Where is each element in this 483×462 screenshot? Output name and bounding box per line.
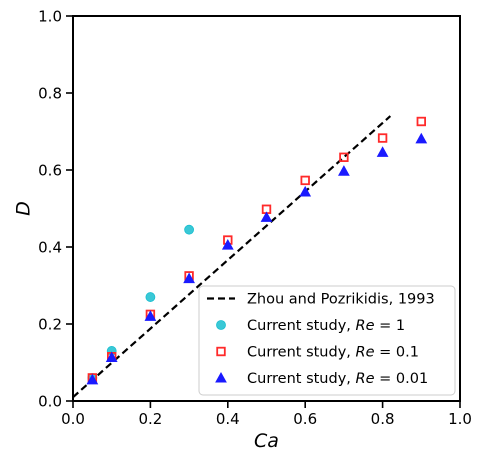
- x-axis-label: Ca: [254, 430, 279, 452]
- y-tick-label: 1.0: [38, 8, 62, 26]
- data-point: [299, 185, 312, 197]
- series-1: [87, 224, 195, 383]
- legend-label-prefix: Current study,: [247, 371, 356, 387]
- data-point: [144, 310, 157, 321]
- legend-label: Current study, Re = 0.1: [247, 345, 419, 361]
- series-3: [86, 132, 428, 385]
- legend-entry: Current study, Re = 0.1: [216, 345, 419, 361]
- x-tick-label: 1.0: [448, 410, 472, 428]
- x-tick-label: 0.6: [293, 410, 317, 428]
- data-point: [183, 272, 195, 284]
- y-tick-label: 0.6: [38, 162, 62, 180]
- plot-content: [72, 115, 428, 398]
- y-tick-label: 0.0: [38, 393, 62, 411]
- y-axis-label: D: [13, 201, 35, 216]
- data-point: [105, 351, 118, 363]
- legend-entry: Current study, Re = 1: [216, 318, 405, 334]
- data-point: [415, 132, 428, 144]
- data-point: [376, 146, 389, 157]
- legend-label-variable: Re: [356, 318, 375, 334]
- legend-entry: Zhou and Pozrikidis, 1993: [207, 292, 435, 308]
- legend-marker-swatch: [216, 320, 226, 330]
- legend-label: Current study, Re = 1: [247, 318, 405, 334]
- legend-marker-swatch: [215, 371, 227, 383]
- legend-label: Current study, Re = 0.01: [247, 371, 428, 387]
- legend-entry: Current study, Re = 0.01: [215, 371, 428, 387]
- legend-label: Zhou and Pozrikidis, 1993: [247, 292, 435, 308]
- data-point: [260, 211, 273, 222]
- x-tick-label: 0.8: [371, 410, 395, 428]
- y-tick-label: 0.2: [38, 316, 62, 334]
- x-tick-label: 0.4: [216, 410, 240, 428]
- legend: Zhou and Pozrikidis, 1993 Current study, …: [198, 285, 456, 396]
- legend-marker-swatch: [216, 346, 226, 357]
- legend-label-variable: Re: [356, 345, 375, 361]
- legend-label-value: = 0.1: [375, 345, 419, 361]
- y-axis: 0.0 0.2 0.4 0.6 0.8 1.0: [38, 8, 73, 411]
- data-point: [416, 116, 426, 127]
- data-point: [86, 373, 99, 385]
- data-point: [184, 224, 195, 235]
- x-tick-label: 0.0: [61, 410, 85, 428]
- legend-label-value: = 0.01: [375, 371, 429, 387]
- legend-label-prefix: Current study,: [247, 318, 356, 334]
- reference-line: [72, 115, 392, 398]
- legend-label-variable: Re: [356, 371, 375, 387]
- x-tick-label: 0.2: [138, 410, 162, 428]
- series-0: [72, 115, 392, 398]
- x-axis: 0.0 0.2 0.4 0.6 0.8 1.0: [61, 401, 472, 428]
- y-tick-label: 0.8: [38, 85, 62, 103]
- data-point: [145, 292, 156, 302]
- data-point: [300, 175, 310, 186]
- data-point: [339, 152, 349, 162]
- data-point: [377, 133, 388, 143]
- data-point: [338, 165, 350, 176]
- data-point: [221, 239, 234, 250]
- legend-label-value: = 1: [375, 318, 406, 334]
- plot-frame: [72, 15, 461, 402]
- legend-label-prefix: Current study,: [247, 345, 356, 361]
- y-tick-label: 0.4: [38, 239, 62, 257]
- legend-box: [198, 285, 456, 396]
